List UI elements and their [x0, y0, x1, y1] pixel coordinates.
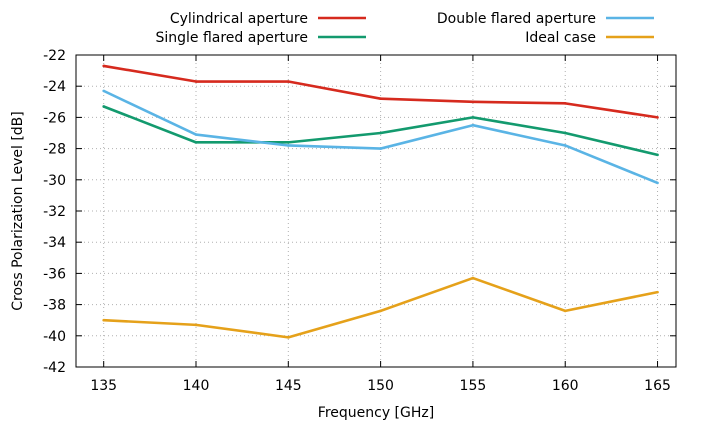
data-point — [563, 102, 567, 105]
y-tick-label: -28 — [43, 142, 66, 158]
x-tick-label: 155 — [460, 378, 487, 394]
y-tick-label: -40 — [43, 329, 66, 345]
data-point — [287, 144, 290, 147]
data-point — [102, 64, 105, 68]
legend-label: Single flared aperture — [155, 30, 308, 46]
data-point — [379, 131, 382, 135]
data-point — [102, 89, 105, 93]
x-tick-label: 135 — [90, 378, 117, 394]
data-point — [471, 100, 475, 104]
legend-label: Cylindrical aperture — [170, 11, 308, 27]
y-tick-label: -26 — [43, 110, 66, 126]
legend: Cylindrical aperture Single flared apertu… — [155, 11, 654, 46]
data-point — [287, 141, 290, 144]
data-point — [471, 276, 475, 280]
data-point — [379, 147, 382, 150]
legend-label: Ideal case — [525, 30, 596, 46]
series-lines — [102, 64, 659, 339]
data-point — [471, 123, 475, 127]
x-tick-label: 165 — [644, 378, 671, 394]
data-point — [656, 290, 659, 294]
legend-label: Double flared aperture — [437, 11, 596, 27]
x-tick-label: 160 — [552, 378, 579, 394]
y-tick-label: -34 — [43, 235, 66, 251]
data-point — [656, 181, 659, 185]
data-point — [563, 144, 567, 147]
data-point — [656, 116, 659, 119]
data-point — [563, 131, 567, 135]
y-axis-label: Cross Polarization Level [dB] — [10, 111, 26, 310]
y-tick-label: -32 — [43, 204, 66, 220]
data-point — [656, 153, 659, 157]
data-point — [194, 133, 198, 136]
axis-ticks: -22 -24 -26 -28 -30 -32 -34 -36 -38 -40 -42 135 140 1… — [43, 48, 676, 394]
x-axis-label: Frequency [GHz] — [318, 405, 434, 421]
data-point — [194, 323, 198, 327]
y-tick-label: -36 — [43, 266, 66, 282]
y-tick-label: -22 — [43, 48, 66, 64]
y-tick-label: -38 — [43, 298, 66, 314]
data-point — [379, 97, 382, 100]
data-point — [379, 309, 382, 313]
y-tick-label: -42 — [43, 360, 66, 376]
data-point — [563, 309, 567, 313]
x-tick-label: 140 — [183, 378, 210, 394]
data-point — [194, 80, 198, 83]
grid — [76, 55, 676, 367]
data-point — [287, 80, 290, 83]
data-point — [102, 318, 105, 322]
data-point — [194, 141, 198, 144]
x-tick-label: 145 — [275, 378, 302, 394]
x-tick-label: 150 — [367, 378, 394, 394]
y-tick-label: -30 — [43, 173, 66, 189]
data-point — [471, 116, 475, 119]
y-tick-label: -24 — [43, 79, 66, 95]
data-point — [287, 336, 290, 339]
data-point — [102, 105, 105, 108]
